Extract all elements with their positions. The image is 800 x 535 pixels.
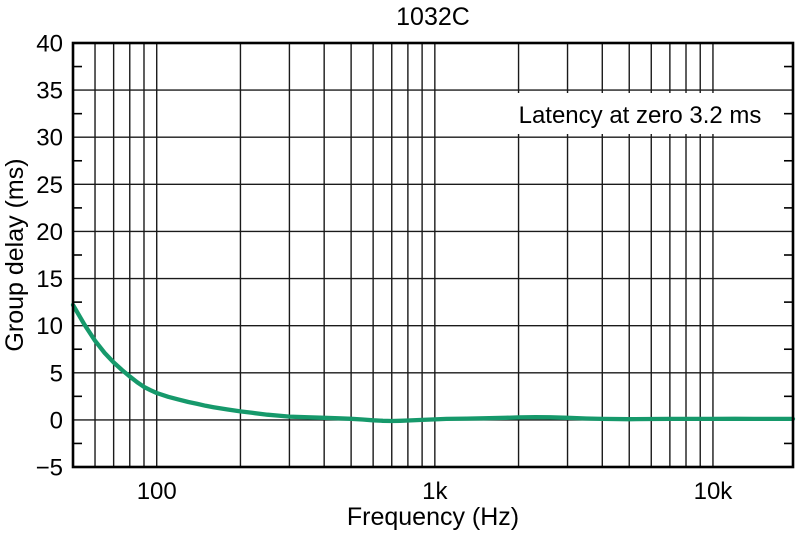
y-tick-label: 15: [36, 266, 63, 293]
delay-curve: [70, 302, 796, 424]
y-tick-label: 35: [36, 78, 63, 105]
x-tick-label: 10k: [694, 478, 734, 505]
y-tick-label: 0: [50, 407, 63, 434]
latency-annotation: Latency at zero 3.2 ms: [519, 102, 762, 129]
y-tick-label: 10: [36, 313, 63, 340]
chart-title: 1032C: [396, 3, 470, 31]
annotation-box: [480, 93, 791, 134]
y-minor-ticks: [73, 65, 793, 445]
y-axis-label: Group delay (ms): [1, 158, 29, 351]
grid-vertical: [94, 43, 714, 467]
y-tick-label: 40: [36, 31, 63, 58]
y-tick-label: 5: [50, 360, 63, 387]
y-tick-label: −5: [36, 455, 63, 482]
y-tick-label: 30: [36, 125, 63, 152]
y-tick-label: 25: [36, 172, 63, 199]
x-tick-label: 1k: [422, 478, 448, 505]
x-tick-label: 100: [137, 478, 177, 505]
x-axis-label: Frequency (Hz): [347, 503, 519, 531]
y-tick-label: 20: [36, 219, 63, 246]
